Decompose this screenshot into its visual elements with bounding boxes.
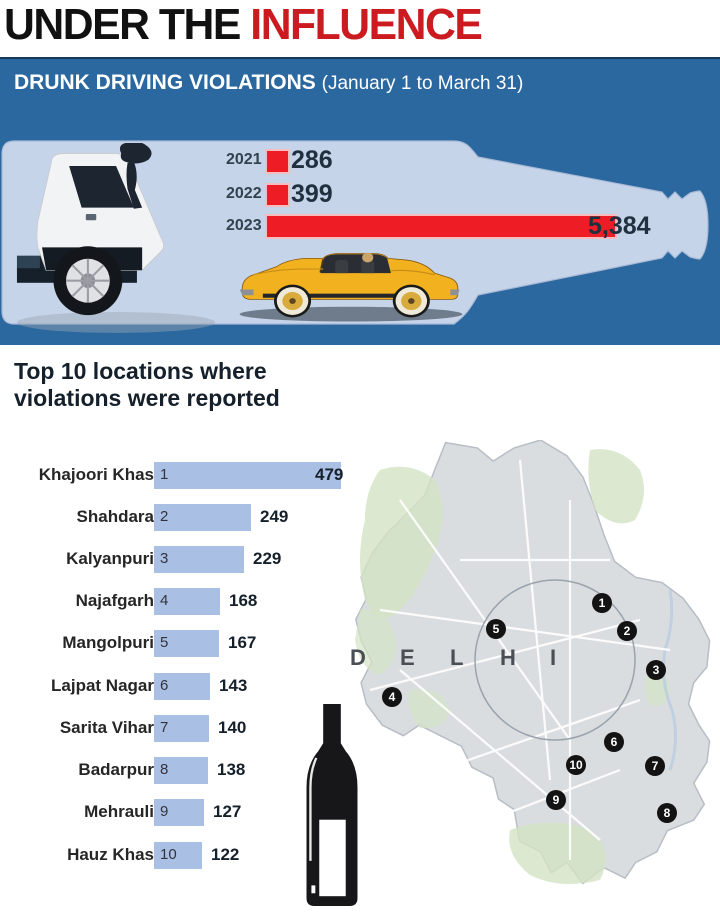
svg-text:L: L <box>450 645 463 670</box>
svg-text:E: E <box>400 645 415 670</box>
svg-text:I: I <box>550 645 556 670</box>
svg-text:H: H <box>500 645 516 670</box>
svg-text:D: D <box>350 645 366 670</box>
